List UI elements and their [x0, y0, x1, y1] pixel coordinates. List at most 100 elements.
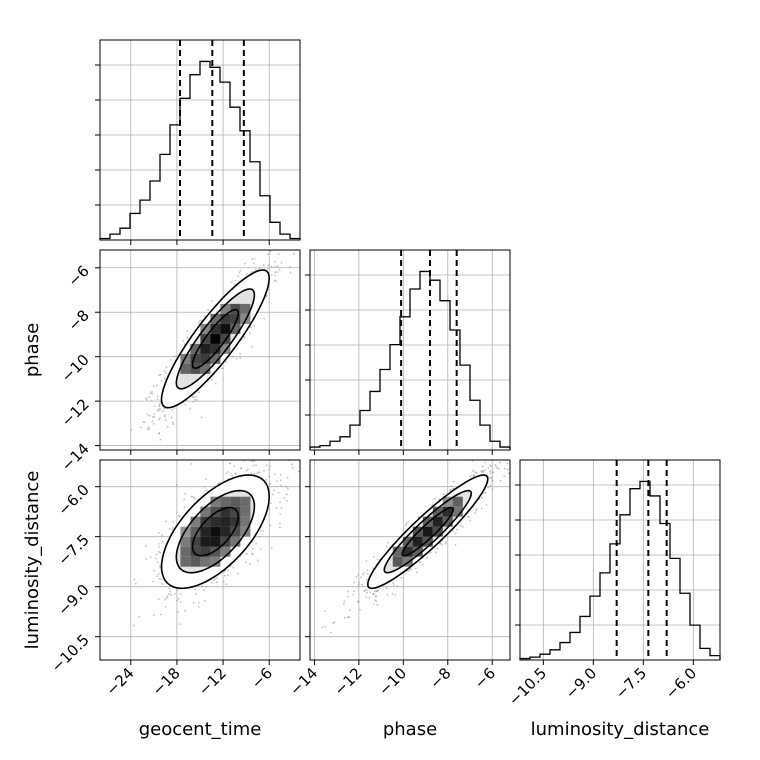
sample-point	[362, 573, 364, 576]
sample-point	[159, 566, 162, 569]
sample-point	[153, 413, 156, 415]
sample-point	[358, 581, 361, 584]
contour-3	[160, 474, 271, 590]
sample-point	[482, 470, 485, 472]
joint-marks-geocent-time-vs-phase	[130, 250, 297, 441]
sample-point	[147, 426, 150, 429]
sample-point	[169, 359, 172, 361]
sample-point	[149, 556, 152, 559]
sample-point	[321, 626, 324, 629]
sample-point	[252, 547, 254, 550]
sample-point	[503, 467, 506, 470]
sample-point	[376, 590, 379, 592]
histogram-geocent-time	[99, 60, 301, 240]
y-axis-label-luminosity-distance: luminosity_distance	[22, 471, 43, 650]
sample-point	[274, 274, 276, 277]
x-axis-label-geocent-time: geocent_time	[139, 719, 262, 740]
sample-point	[214, 578, 216, 580]
sample-point	[252, 464, 255, 467]
sample-point	[158, 418, 161, 421]
density-cell	[210, 556, 221, 567]
sample-point	[501, 454, 503, 456]
x-tick-label-geocent-time: −18	[149, 664, 184, 699]
contour-3	[160, 269, 271, 409]
sample-point	[165, 372, 168, 375]
density-cell	[180, 363, 191, 374]
density-cell	[200, 556, 211, 567]
sample-point	[349, 609, 351, 611]
x-tick-label-geocent-time: −12	[195, 664, 230, 699]
sample-point	[163, 370, 166, 373]
sample-point	[475, 510, 478, 512]
sample-point	[289, 271, 292, 274]
sample-point	[256, 559, 259, 562]
sample-point	[142, 421, 145, 423]
sample-point	[480, 470, 483, 473]
sample-point	[265, 464, 268, 467]
sample-point	[151, 416, 154, 419]
sample-point	[245, 553, 248, 555]
sample-point	[375, 595, 378, 598]
sample-point	[449, 489, 451, 492]
sample-point	[492, 471, 495, 474]
sample-point	[222, 580, 225, 583]
x-tick-label-luminosity-distance: −7.5	[612, 664, 650, 702]
sample-point	[156, 410, 159, 412]
sample-point	[409, 568, 412, 571]
sample-point	[193, 497, 196, 500]
sample-point	[462, 525, 464, 528]
sample-point	[426, 557, 428, 559]
sample-point	[504, 451, 506, 453]
density-cell	[230, 496, 241, 507]
sample-point	[482, 471, 485, 474]
x-tick-label-luminosity-distance: −6.0	[662, 664, 700, 702]
sample-point	[151, 392, 154, 395]
sample-point	[156, 575, 159, 578]
sample-point	[263, 317, 265, 320]
sample-point	[166, 595, 169, 597]
sample-point	[164, 377, 167, 380]
sample-point	[291, 463, 293, 466]
contour-3	[366, 474, 489, 590]
sample-point	[347, 595, 349, 598]
sample-point	[155, 553, 158, 556]
sample-point	[454, 532, 457, 535]
sample-point	[270, 546, 273, 549]
sample-point	[173, 593, 176, 595]
sample-point	[168, 528, 171, 531]
sample-point	[157, 573, 160, 575]
density-cell	[200, 526, 211, 537]
panel-frame	[519, 459, 721, 661]
sample-point	[475, 508, 478, 511]
sample-point	[140, 426, 142, 429]
sample-point	[194, 398, 197, 401]
sample-point	[490, 465, 493, 468]
sample-point	[232, 566, 235, 569]
sample-point	[160, 380, 163, 382]
x-tick-label-phase: −10	[375, 664, 410, 699]
histogram-luminosity-distance	[519, 480, 721, 660]
sample-point	[276, 265, 279, 268]
sample-point	[332, 622, 335, 625]
sample-point	[203, 589, 206, 592]
sample-point	[145, 397, 148, 400]
sample-point	[259, 548, 262, 550]
sample-point	[192, 401, 195, 403]
sample-point	[267, 264, 270, 267]
density-cell	[200, 546, 211, 557]
density-cell	[220, 516, 231, 527]
sample-point	[357, 600, 360, 603]
sample-point	[251, 345, 254, 348]
sample-point	[195, 395, 198, 398]
sample-point	[268, 508, 271, 511]
density-cell	[220, 526, 231, 537]
sample-point	[366, 589, 368, 591]
sample-point	[374, 599, 376, 601]
sample-point	[490, 476, 493, 479]
sample-point	[407, 570, 410, 572]
sample-point	[170, 594, 173, 596]
sample-point	[429, 551, 432, 554]
sample-point	[274, 260, 276, 263]
sample-point	[179, 601, 182, 603]
sample-point	[291, 466, 294, 469]
